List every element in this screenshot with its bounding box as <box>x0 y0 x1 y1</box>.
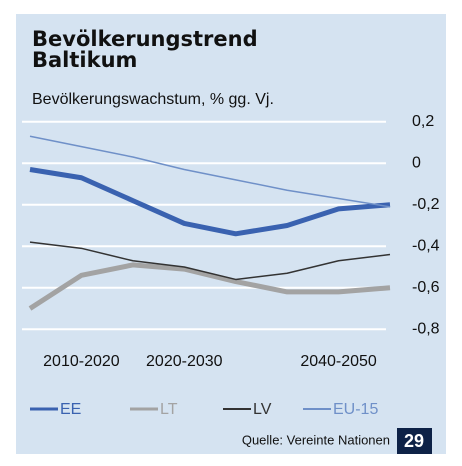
legend-label: EE <box>60 401 81 418</box>
legend-label: LT <box>160 401 178 418</box>
series-line <box>28 262 391 311</box>
series-line <box>29 135 391 208</box>
y-tick-label: 0,2 <box>412 113 434 130</box>
x-tick-label: 2010-2020 <box>43 353 120 370</box>
page-number: 29 <box>404 431 424 451</box>
page-badge <box>397 428 432 454</box>
legend-label: EU-15 <box>333 401 378 418</box>
chart-title: Bevölkerungstrend Baltikum <box>32 27 258 72</box>
y-tick-label: -0,4 <box>412 237 440 254</box>
series-line <box>29 241 391 281</box>
y-tick-label: -0,8 <box>412 320 440 337</box>
y-tick-label: -0,2 <box>412 196 440 213</box>
chart-subtitle: Bevölkerungswachstum, % gg. Vj. <box>32 91 274 108</box>
legend-label: LV <box>253 401 272 418</box>
series-line <box>29 167 391 237</box>
y-tick-label: -0,6 <box>412 279 440 296</box>
source: Quelle: Vereinte Nationen <box>242 432 390 447</box>
x-tick-label: 2020-2030 <box>146 353 223 370</box>
y-tick-label: 0 <box>412 154 421 171</box>
x-tick-label: 2040-2050 <box>300 353 377 370</box>
